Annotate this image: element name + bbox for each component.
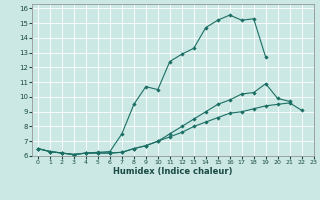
X-axis label: Humidex (Indice chaleur): Humidex (Indice chaleur) bbox=[113, 167, 233, 176]
